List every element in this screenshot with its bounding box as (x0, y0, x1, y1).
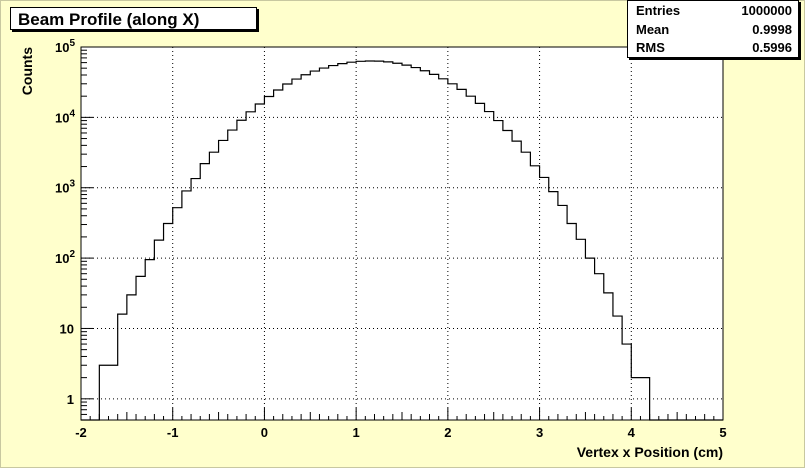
stats-value: 0.9998 (752, 22, 792, 37)
stats-value: 1000000 (741, 3, 792, 18)
x-tick-label: -2 (75, 425, 87, 440)
y-tick-label: 10 (60, 321, 74, 336)
x-tick-label: 4 (628, 425, 636, 440)
x-tick-label: -1 (167, 425, 179, 440)
stats-value: 0.5996 (752, 40, 792, 55)
x-axis-title: Vertex x Position (cm) (577, 444, 723, 460)
stats-row-mean: Mean 0.9998 (628, 21, 798, 39)
stats-row-rms: RMS 0.5996 (628, 39, 798, 57)
x-tick-label: 2 (444, 425, 451, 440)
plot-area (81, 47, 723, 420)
y-tick-label: 103 (55, 179, 75, 196)
stats-key: Entries (636, 3, 681, 18)
y-tick-label: 102 (55, 249, 75, 266)
x-tick-label: 1 (353, 425, 360, 440)
histogram-series (81, 60, 723, 421)
y-tick-label: 1 (67, 392, 74, 407)
stats-row-entries: Entries 1000000 (628, 2, 798, 20)
stats-key: Mean (636, 22, 670, 37)
y-axis-title: Counts (19, 47, 35, 95)
y-tick-label: 104 (55, 108, 75, 125)
stats-box: Entries 1000000 Mean 0.9998 RMS 0.5996 (627, 0, 799, 58)
stats-key: RMS (636, 40, 665, 55)
chart-title: Beam Profile (along X) (10, 7, 257, 30)
y-tick-label: 105 (55, 38, 75, 55)
x-tick-label: 0 (261, 425, 268, 440)
x-tick-label: 5 (719, 425, 726, 440)
x-tick-label: 3 (536, 425, 543, 440)
